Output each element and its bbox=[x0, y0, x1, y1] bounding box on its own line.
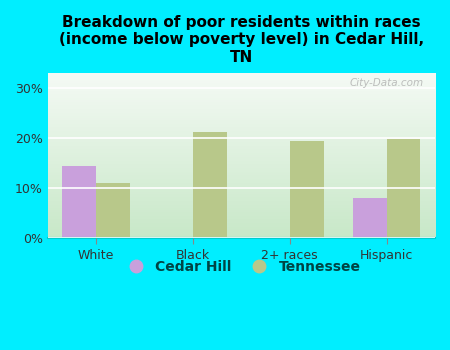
Bar bbox=[387, 139, 420, 238]
Bar bbox=[353, 198, 387, 238]
Legend: Cedar Hill, Tennessee: Cedar Hill, Tennessee bbox=[118, 256, 365, 278]
Bar bbox=[290, 141, 324, 238]
Bar bbox=[193, 132, 227, 238]
Bar bbox=[96, 183, 130, 238]
Text: City-Data.com: City-Data.com bbox=[349, 78, 423, 88]
Bar bbox=[62, 166, 96, 238]
Title: Breakdown of poor residents within races
(income below poverty level) in Cedar H: Breakdown of poor residents within races… bbox=[59, 15, 424, 65]
